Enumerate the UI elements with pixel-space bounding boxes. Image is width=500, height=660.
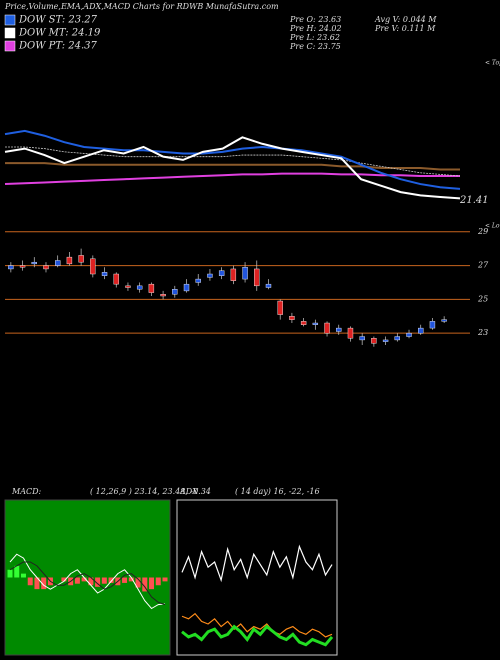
- adx-line: [181, 544, 333, 583]
- candle-body: [359, 336, 365, 341]
- candle-body: [254, 268, 260, 287]
- panel-title: MACD:: [11, 487, 42, 496]
- stat: Pre V: 0.111 M: [374, 24, 436, 33]
- candle-body: [136, 285, 143, 290]
- price-line: [4, 172, 460, 186]
- candle-body: [113, 273, 119, 285]
- candle-body: [406, 332, 412, 337]
- histogram-bar: [7, 569, 13, 578]
- histogram-bar: [88, 577, 94, 586]
- candle-body: [125, 285, 131, 288]
- price-line: [4, 136, 461, 200]
- histogram-bar: [20, 573, 26, 578]
- candle-body: [195, 278, 201, 283]
- candle-body: [148, 283, 155, 293]
- histogram-bar: [155, 577, 161, 586]
- candle-body: [429, 321, 436, 329]
- price-line: [5, 162, 460, 171]
- stat: Pre L: 23.62: [289, 33, 340, 42]
- candle-body: [277, 300, 283, 315]
- panel-subtitle: ( 12,26,9 ) 23.14, 23.48, -0.34: [90, 487, 211, 496]
- candle-body: [160, 294, 166, 297]
- price-line: [5, 146, 461, 177]
- candle-body: [54, 260, 61, 266]
- stat: Pre O: 23.63: [289, 15, 341, 24]
- stat: Pre H: 24.02: [289, 24, 342, 33]
- candle-body: [43, 265, 49, 270]
- adx-line: [181, 624, 334, 647]
- histogram-bar: [108, 577, 114, 583]
- histogram-bar: [41, 577, 47, 590]
- histogram-bar: [74, 577, 80, 584]
- macd-line: [9, 553, 166, 610]
- candle-body: [382, 339, 389, 342]
- candle-body: [336, 327, 342, 332]
- candle-body: [418, 327, 424, 334]
- signal-line: [9, 561, 166, 606]
- candle-body: [347, 327, 354, 339]
- price-line: [4, 129, 461, 190]
- panel-subtitle: ( 14 day) 16, -22, -16: [235, 487, 320, 496]
- candle-body: [265, 283, 272, 288]
- histogram-bar: [61, 577, 67, 582]
- histogram-bar: [162, 577, 168, 582]
- legend-label: DOW MT: 24.19: [18, 28, 101, 39]
- histogram-bar: [142, 577, 148, 592]
- y-tick-label: 25: [477, 294, 488, 303]
- annotation: < Lows: [485, 223, 500, 230]
- histogram-bar: [101, 577, 107, 584]
- panel: [176, 499, 338, 656]
- candle-body: [172, 289, 178, 295]
- adx-line: [181, 612, 333, 638]
- legend-label: DOW PT: 24.37: [18, 41, 98, 52]
- candle-body: [394, 336, 401, 341]
- histogram-bar: [27, 577, 33, 586]
- histogram-bar: [95, 577, 101, 587]
- candle-body: [441, 319, 447, 322]
- candle-body: [101, 272, 108, 276]
- candle-body: [218, 270, 225, 276]
- histogram-bar: [149, 577, 155, 590]
- annotation: < Tops: [485, 60, 500, 67]
- histogram-bar: [128, 577, 134, 582]
- legend-swatch: [4, 27, 16, 39]
- candle-body: [300, 321, 307, 325]
- histogram-bar: [135, 577, 141, 588]
- page-title: Price,Volume,EMA,ADX,MACD Charts for RDW…: [4, 2, 279, 11]
- candle-body: [371, 338, 377, 344]
- histogram-bar: [81, 577, 87, 582]
- stat: Avg V: 0.044 M: [374, 15, 437, 24]
- candle-body: [66, 256, 73, 265]
- panel-title: ADX: [179, 487, 198, 496]
- histogram-bar: [122, 577, 128, 583]
- candle-body: [230, 268, 237, 281]
- candle-body: [324, 322, 330, 334]
- last-price-label: 21.41: [459, 195, 489, 206]
- histogram-bar: [14, 565, 20, 578]
- y-tick-label: 27: [477, 261, 489, 270]
- candle-body: [90, 258, 96, 275]
- stat: Pre C: 23.75: [289, 42, 341, 51]
- legend-label: DOW ST: 23.27: [18, 15, 98, 26]
- candle-body: [207, 273, 213, 278]
- y-tick-label: 29: [477, 227, 488, 236]
- candle-body: [242, 267, 248, 280]
- candle-body: [78, 255, 84, 263]
- candle-body: [183, 283, 190, 292]
- histogram-bar: [34, 577, 40, 590]
- candle-body: [289, 316, 295, 320]
- legend-swatch: [4, 40, 16, 52]
- legend-swatch: [4, 14, 16, 26]
- y-tick-label: 23: [477, 328, 488, 337]
- candle-body: [31, 261, 37, 265]
- candle-body: [312, 322, 319, 325]
- candle-body: [8, 265, 14, 270]
- candle-body: [19, 265, 26, 268]
